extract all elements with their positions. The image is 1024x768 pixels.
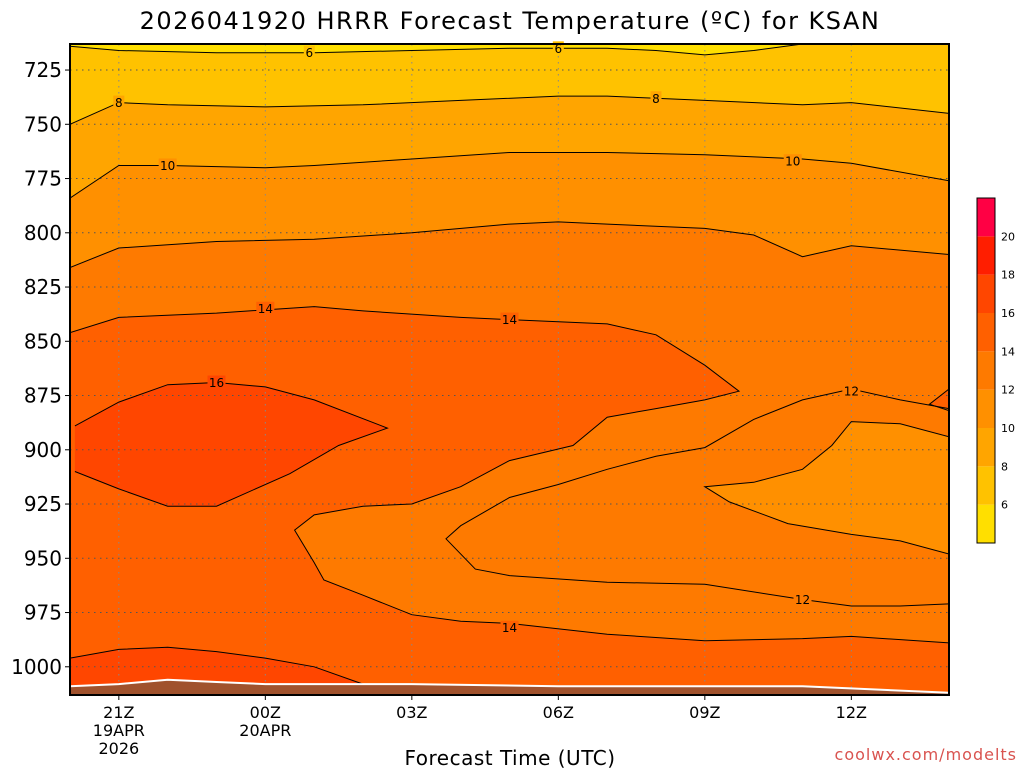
contour-16 — [74, 381, 389, 507]
colorbar-label-10: 10 — [1001, 422, 1015, 435]
band-below-6 — [70, 44, 949, 55]
colorbar-swatch-14 — [977, 313, 995, 352]
colorbar-swatch-20 — [977, 198, 995, 237]
contour-10 — [703, 421, 949, 555]
colorbar-swatch-6 — [977, 466, 995, 505]
colorbar-legend: 6 8 10 12 14 16 18 20 — [976, 197, 1015, 544]
x-tick-label-03Z-0: 03Z — [396, 703, 427, 722]
y-tick-label-1000: 1000 — [11, 655, 62, 679]
y-tick-label-775: 775 — [24, 167, 62, 191]
y-tick-label-900: 900 — [24, 438, 62, 462]
colorbar-swatch-12 — [977, 351, 995, 390]
y-tick-label-925: 925 — [24, 492, 62, 516]
x-tick-label-12Z-0: 12Z — [836, 703, 867, 722]
colorbar-frame — [976, 197, 996, 544]
contour-16 — [70, 646, 388, 692]
plot-frame — [69, 43, 950, 696]
contour-label-8: 8 — [652, 92, 660, 106]
contour-label-14: 14 — [502, 313, 517, 327]
contour-12 — [445, 388, 949, 607]
contour-label-12: 12 — [795, 593, 810, 607]
y-tick-label-850: 850 — [24, 329, 62, 353]
y-tick-label-950: 950 — [24, 546, 62, 570]
contour-label-16: 16 — [209, 376, 224, 390]
colorbar-swatch-10 — [977, 389, 995, 428]
terrain — [70, 679, 949, 695]
colorbar-swatch-18 — [977, 236, 995, 275]
y-tick-label-975: 975 — [24, 601, 62, 625]
filled-bands — [70, 44, 949, 695]
x-tick-label-21Z-0: 21Z — [103, 703, 134, 722]
colorbar-swatch-8 — [977, 428, 995, 467]
colorbar-label-6: 6 — [1001, 499, 1008, 512]
x-tick-label-21Z-2: 2026 — [98, 739, 139, 758]
contour-lines — [70, 44, 949, 692]
x-tick-label-06Z-0: 06Z — [543, 703, 574, 722]
x-tick-label-09Z-0: 09Z — [689, 703, 720, 722]
colorbar-swatch-4 — [977, 504, 995, 543]
contour-labels: 6 6 8 8 10 10 14 14 16 12 12 14 — [113, 41, 861, 635]
x-tick-label-21Z-1: 19APR — [93, 721, 145, 740]
y-tick-label-875: 875 — [24, 384, 62, 408]
colorbar-label-14: 14 — [1001, 345, 1015, 358]
colorbar-label-16: 16 — [1001, 307, 1015, 320]
colorbar-label-18: 18 — [1001, 269, 1015, 282]
plot-area: 6 6 8 8 10 10 14 14 16 12 12 14 — [69, 41, 950, 696]
contour-label-10: 10 — [160, 159, 175, 173]
band-12-14-tongue — [446, 389, 949, 606]
band-below-8 — [70, 44, 949, 125]
source-credit: coolwx.com/modelts — [835, 745, 1017, 764]
y-axis: 725 750 775 800 825 850 875 900 925 950 975 1000 — [11, 58, 70, 679]
contour-8 — [70, 95, 949, 125]
contour-label-12: 12 — [844, 385, 859, 399]
x-tick-label-00Z-0: 00Z — [250, 703, 281, 722]
contour-14 — [928, 388, 949, 412]
contour-label-6: 6 — [305, 46, 313, 60]
colorbar-label-20: 20 — [1001, 230, 1015, 243]
contour-label-8: 8 — [115, 96, 123, 110]
band-above-16-pocket — [74, 382, 388, 507]
y-tick-label-800: 800 — [24, 221, 62, 245]
colorbar-label-12: 12 — [1001, 384, 1015, 397]
colorbar-swatch-16 — [977, 274, 995, 313]
contour-label-6: 6 — [555, 42, 563, 56]
colorbar-label-8: 8 — [1001, 460, 1008, 473]
contour-label-14: 14 — [258, 302, 273, 316]
y-tick-label-825: 825 — [24, 275, 62, 299]
band-above-14-right — [929, 389, 949, 411]
chart-title: 2026041920 HRRR Forecast Temperature (ºC… — [140, 7, 881, 35]
band-10-12-core — [704, 421, 949, 554]
x-tick-label-00Z-1: 20APR — [239, 721, 291, 740]
contour-6 — [70, 44, 949, 56]
contour-label-10: 10 — [785, 155, 800, 169]
y-tick-label-725: 725 — [24, 58, 62, 82]
y-tick-label-750: 750 — [24, 112, 62, 136]
contour-12 — [70, 221, 949, 268]
contour-label-14: 14 — [502, 621, 517, 635]
x-axis-title: Forecast Time (UTC) — [404, 746, 615, 768]
terrain-edge — [70, 678, 949, 694]
